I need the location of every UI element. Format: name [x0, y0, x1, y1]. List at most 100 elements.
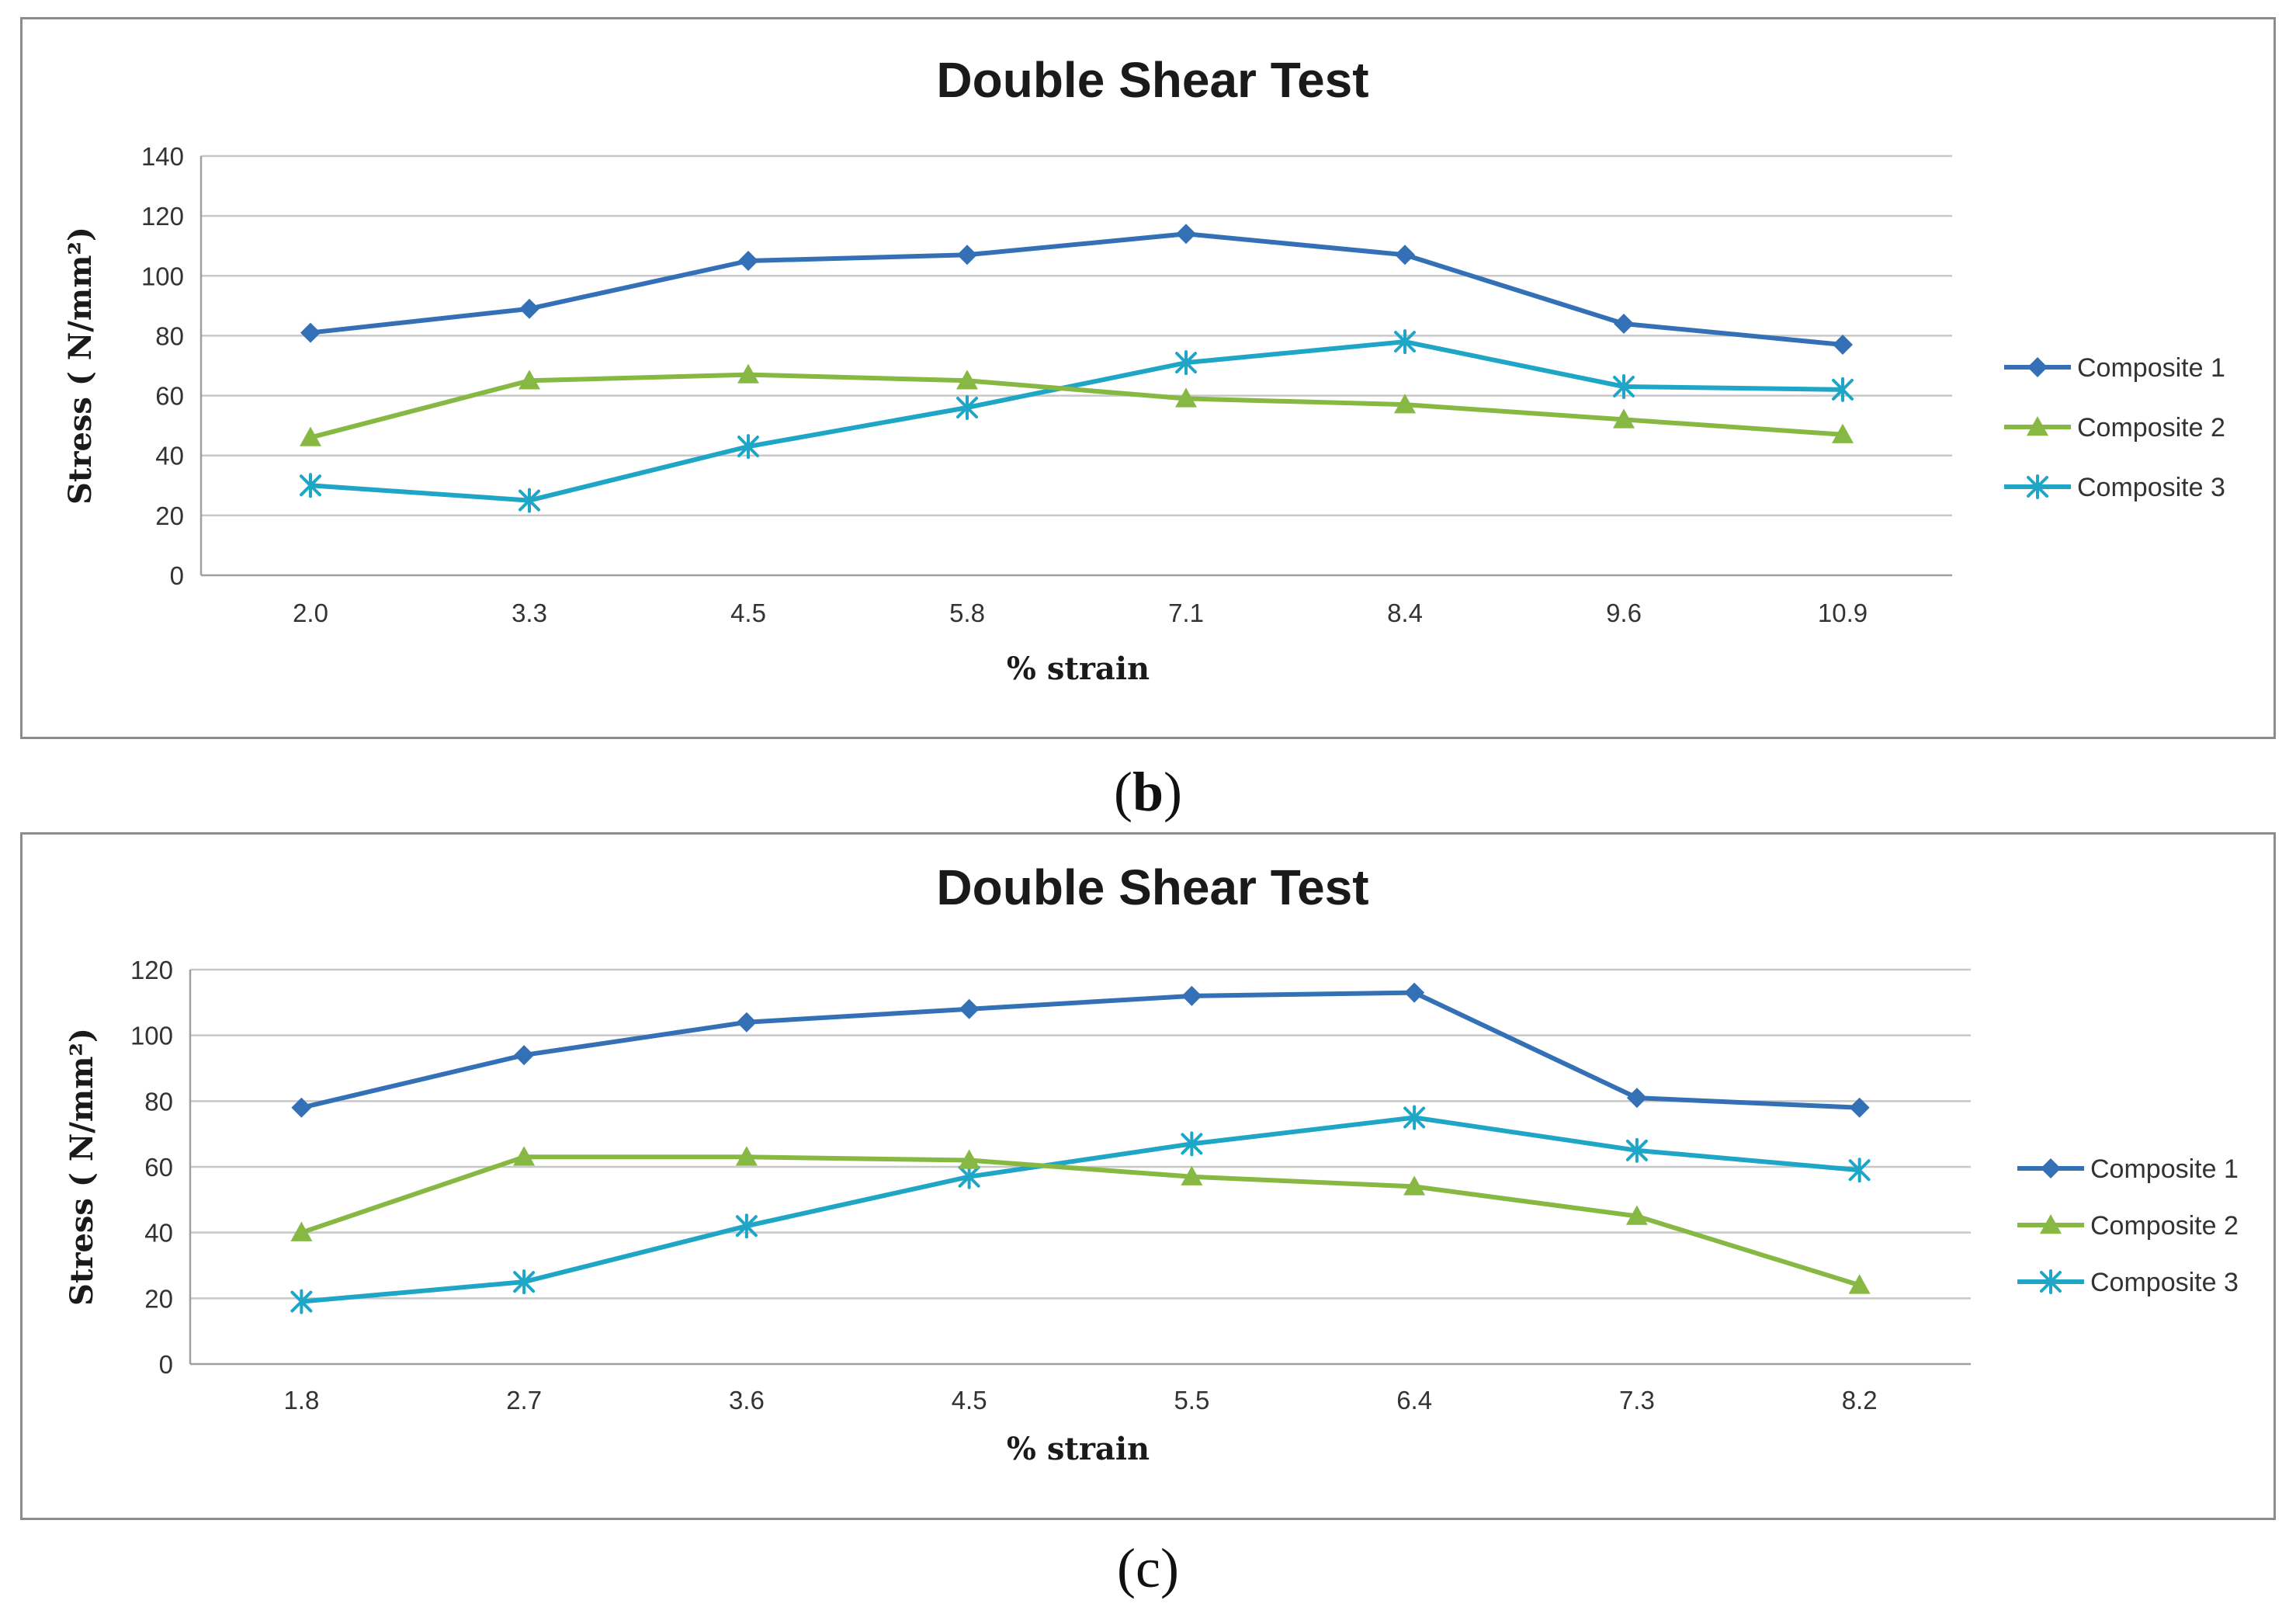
series-line — [310, 372, 1843, 440]
legend-label: Composite 2 — [2077, 413, 2225, 443]
y-tick-label: 20 — [155, 502, 184, 530]
y-tick-label: 120 — [130, 956, 173, 984]
legend-marker — [2027, 416, 2048, 436]
x-tick-label: 3.6 — [729, 1386, 765, 1414]
data-point — [1403, 1105, 1426, 1130]
y-tick-label: 0 — [170, 561, 184, 590]
series-composite-1 — [291, 982, 1870, 1118]
data-point — [1625, 1137, 1648, 1163]
x-tick-label: 8.2 — [1842, 1386, 1878, 1414]
legend-entry-composite-3: Composite 3 — [2004, 473, 2225, 502]
y-tick-label: 100 — [130, 1022, 173, 1050]
data-point — [736, 1012, 757, 1033]
data-point — [956, 395, 978, 420]
subfigure-label-b: (b) — [1113, 761, 1182, 823]
y-axis-title: Stress ( N/mm²) — [62, 227, 99, 505]
data-point — [735, 1213, 758, 1239]
data-point — [519, 298, 539, 319]
legend-entry-composite-1: Composite 1 — [2017, 1154, 2239, 1184]
x-axis-title: % strain — [1007, 1431, 1150, 1467]
data-point — [300, 322, 321, 343]
data-point — [513, 1269, 536, 1295]
data-point — [300, 473, 321, 498]
series-line — [300, 1154, 1861, 1288]
legend-marker — [2040, 1214, 2062, 1234]
data-point — [1832, 377, 1854, 402]
chart-panel-c: Double Shear Test 0 20 40 60 80 100 120 1.8 2.7 3.… — [20, 832, 2276, 1520]
chart-b: Double Shear Test 0 20 40 60 80 100 120 140 2.0 3.… — [62, 52, 2225, 687]
x-tick-label: 7.3 — [1619, 1386, 1655, 1414]
legend-marker — [2040, 1269, 2062, 1294]
legend-label: Composite 1 — [2090, 1154, 2239, 1184]
data-point — [1613, 374, 1635, 399]
data-point — [1181, 1131, 1203, 1157]
x-tick-label: 2.7 — [506, 1386, 542, 1414]
chart-c: Double Shear Test 0 20 40 60 80 100 120 1.8 2.7 3.… — [64, 859, 2239, 1467]
data-point — [290, 1221, 313, 1241]
x-tick-label: 9.6 — [1606, 599, 1642, 627]
y-tick-label: 20 — [144, 1284, 173, 1313]
series-line — [310, 339, 1843, 503]
series-composite-2 — [300, 363, 1854, 446]
y-tick-label: 60 — [144, 1153, 173, 1182]
data-point — [291, 1097, 312, 1118]
data-point — [958, 1149, 980, 1169]
legend-label: Composite 3 — [2077, 473, 2225, 502]
x-tick-label: 3.3 — [512, 599, 547, 627]
data-point — [737, 363, 759, 384]
data-point — [1833, 335, 1853, 355]
legend-marker — [2041, 1158, 2061, 1178]
subfigure-letter-b: b — [1132, 761, 1164, 823]
legend-entry-composite-3: Composite 3 — [2017, 1268, 2239, 1297]
y-tick-label: 0 — [159, 1350, 173, 1379]
data-point — [513, 1146, 536, 1166]
legend-entry-composite-2: Composite 2 — [2004, 413, 2225, 443]
data-point — [1394, 329, 1416, 355]
data-point — [959, 998, 980, 1019]
x-axis-title: % strain — [1007, 651, 1150, 687]
data-point — [1394, 394, 1416, 414]
data-point — [519, 488, 540, 513]
y-tick-label: 120 — [141, 202, 184, 231]
data-point — [1181, 985, 1202, 1006]
legend-marker — [2027, 357, 2048, 377]
y-tick-label: 60 — [155, 382, 184, 411]
data-point — [737, 434, 759, 460]
y-tick-label: 40 — [144, 1219, 173, 1248]
series-line — [300, 990, 1860, 1110]
x-tick-label: 2.0 — [293, 599, 328, 627]
y-tick-label: 100 — [141, 262, 184, 290]
data-point — [1849, 1097, 1870, 1118]
data-point — [1848, 1274, 1871, 1294]
x-tick-label: 10.9 — [1818, 599, 1868, 627]
y-tick-label: 40 — [155, 442, 184, 470]
data-point — [956, 370, 978, 390]
data-point — [290, 1289, 313, 1314]
x-tick-label: 5.8 — [949, 599, 985, 627]
data-point — [1395, 245, 1415, 266]
x-tick-label: 5.5 — [1174, 1386, 1209, 1414]
series-line — [310, 231, 1843, 347]
data-point — [1175, 350, 1197, 376]
legend-marker — [2027, 474, 2048, 499]
data-point — [735, 1146, 758, 1166]
x-tick-label: 7.1 — [1168, 599, 1204, 627]
data-point — [514, 1045, 535, 1066]
y-axis-title: Stress ( N/mm²) — [64, 1028, 100, 1306]
data-point — [1403, 1175, 1426, 1196]
x-tick-label: 4.5 — [952, 1386, 987, 1414]
chart-title: Double Shear Test — [936, 52, 1368, 108]
x-tick-label: 4.5 — [730, 599, 766, 627]
data-point — [1848, 1158, 1871, 1183]
data-point — [957, 245, 977, 266]
data-point — [738, 251, 758, 271]
data-point — [1181, 1165, 1203, 1185]
chart-panel-b: Double Shear Test 0 20 40 60 80 100 120 140 2.0 3.… — [20, 17, 2276, 739]
y-tick-label: 80 — [155, 321, 184, 350]
subfigure-letter-c: c — [1136, 1537, 1160, 1599]
legend-label: Composite 1 — [2077, 353, 2225, 383]
data-point — [1626, 1088, 1647, 1109]
series-composite-2 — [290, 1146, 1871, 1294]
data-point — [1614, 314, 1634, 334]
x-tick-label: 1.8 — [283, 1386, 319, 1414]
